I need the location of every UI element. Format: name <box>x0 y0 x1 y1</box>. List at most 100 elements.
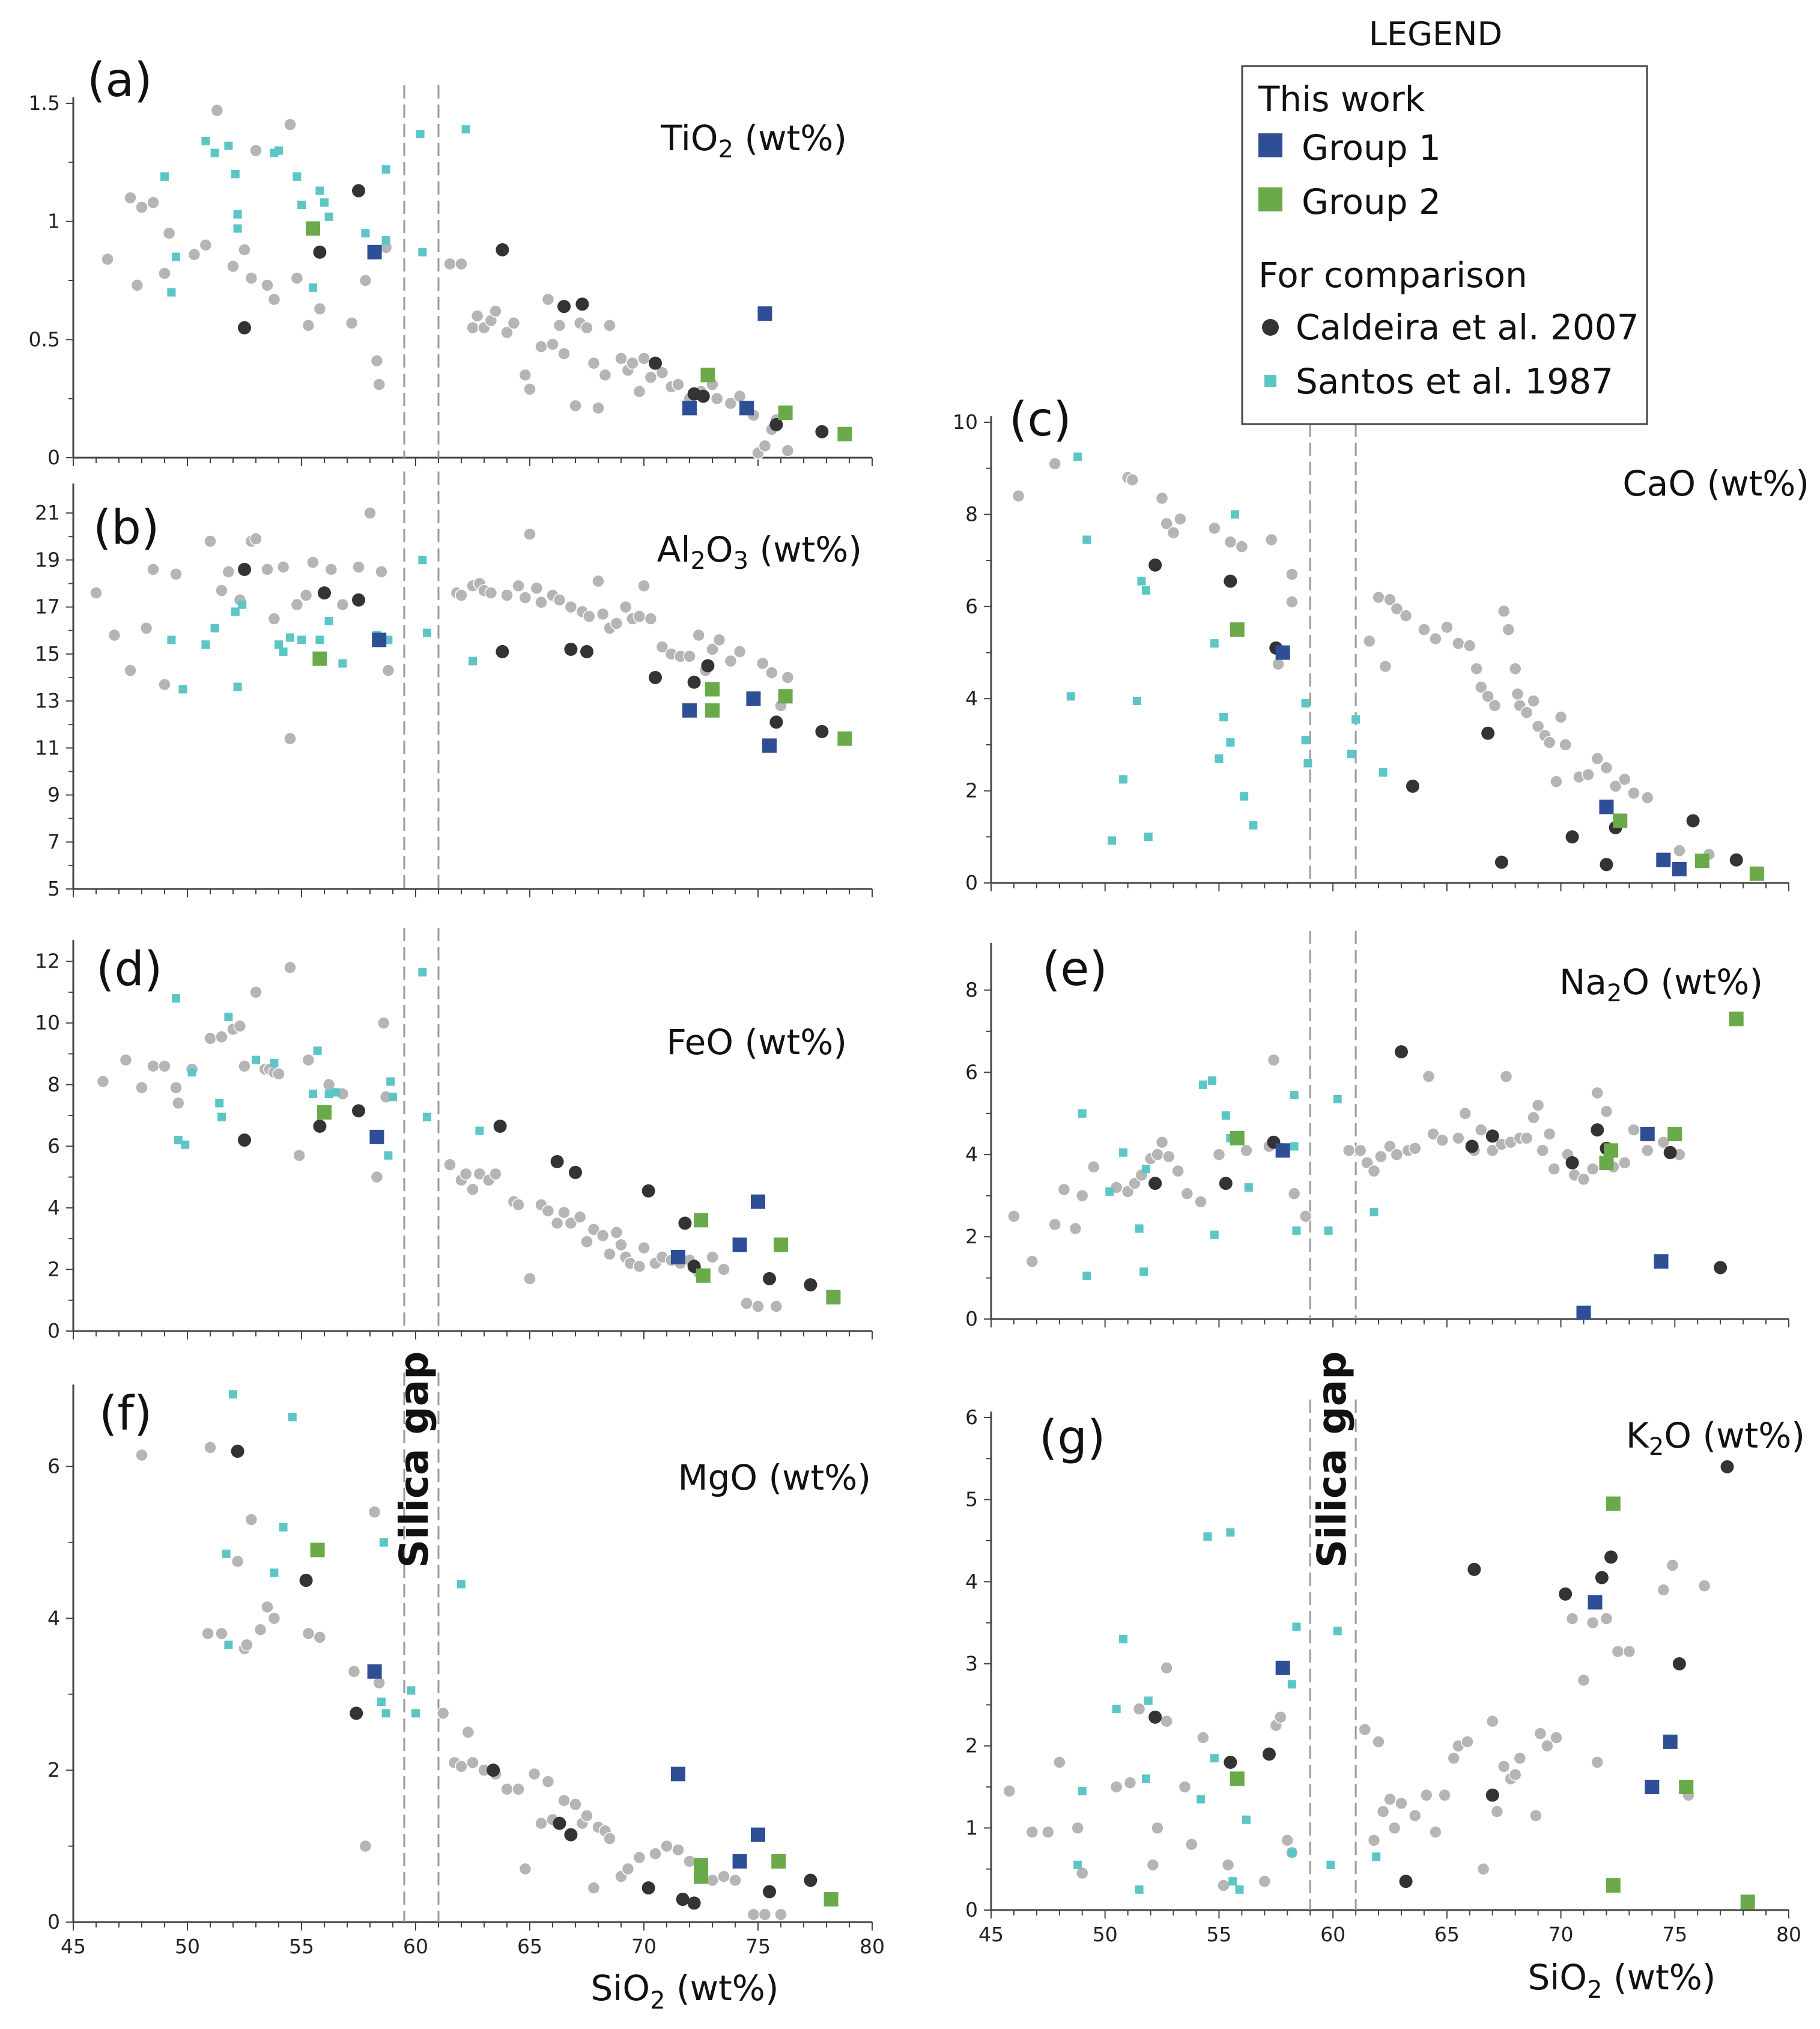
data-point <box>347 1665 361 1678</box>
data-point <box>1565 1612 1579 1625</box>
data-point <box>233 224 242 233</box>
data-point <box>253 1623 267 1636</box>
data-point <box>1166 526 1180 539</box>
data-point <box>1470 662 1483 676</box>
data-point <box>407 1686 416 1695</box>
data-point <box>1285 568 1299 581</box>
data-point <box>270 1568 279 1577</box>
variable-title-tail: O <box>1622 962 1649 1002</box>
data-point <box>338 659 347 668</box>
panel-d: 0 2 4 6 8 10 12 (d) FeO (wt%) <box>35 928 873 1342</box>
data-point <box>1604 1550 1618 1564</box>
data-point <box>1228 1877 1237 1886</box>
data-point <box>769 715 783 729</box>
data-point <box>746 691 761 706</box>
data-point <box>671 1767 685 1782</box>
data-point <box>1395 1797 1408 1810</box>
data-point <box>369 1129 384 1144</box>
variable-title-main: FeO <box>666 1022 733 1063</box>
x-tick-label: 70 <box>1549 1923 1574 1946</box>
data-point <box>1536 1144 1549 1157</box>
data-point <box>1485 1788 1499 1802</box>
data-point <box>1497 604 1511 618</box>
legend-caldeira-label: Caldeira et al. 2007 <box>1296 307 1639 348</box>
data-point <box>1374 1150 1388 1163</box>
variable-title: CaO (wt%) <box>1622 463 1809 504</box>
y-tick-label: 2 <box>965 779 978 802</box>
data-point <box>167 635 176 644</box>
data-point <box>804 1873 817 1887</box>
data-point <box>1436 1133 1449 1147</box>
data-point <box>512 1783 525 1796</box>
data-point <box>459 1167 473 1181</box>
data-point <box>1531 1099 1545 1112</box>
data-point <box>231 1554 244 1568</box>
data-point <box>1258 1875 1272 1888</box>
variable-title-unit: (wt%) <box>1691 1415 1805 1456</box>
data-point <box>1554 711 1568 724</box>
data-point <box>1452 1132 1465 1145</box>
x-tick-label: 70 <box>631 1935 657 1958</box>
data-point <box>1729 853 1743 867</box>
data-point <box>1069 1222 1082 1236</box>
data-point <box>261 279 274 292</box>
data-point <box>1078 1109 1087 1118</box>
legend-box <box>1241 65 1648 425</box>
data-point <box>603 318 616 332</box>
legend-group2-label: Group 2 <box>1302 181 1441 222</box>
data-point <box>692 628 705 642</box>
data-point <box>279 647 288 656</box>
y-tick-label: 0 <box>47 1910 60 1933</box>
data-point <box>318 586 331 600</box>
data-point <box>352 560 365 574</box>
data-point <box>1440 620 1454 634</box>
data-point <box>286 633 294 642</box>
data-point <box>1003 1785 1016 1798</box>
data-point <box>416 130 425 139</box>
data-point <box>1520 706 1533 719</box>
data-point <box>1326 1860 1335 1869</box>
variable-title: Na2O (wt%) <box>1559 962 1763 1007</box>
data-point <box>1533 1727 1547 1740</box>
data-point <box>642 1184 655 1198</box>
data-point <box>1383 593 1397 607</box>
data-point <box>233 210 242 219</box>
data-point <box>765 666 778 679</box>
data-point <box>1600 1105 1613 1118</box>
data-point <box>632 610 646 623</box>
data-point <box>1262 1747 1276 1761</box>
data-point <box>181 1140 190 1149</box>
data-point <box>313 245 327 259</box>
data-point <box>518 591 532 604</box>
series-group-2 <box>317 1105 841 1305</box>
data-point <box>642 1881 655 1895</box>
variable-title-unit: (wt%) <box>733 1022 847 1063</box>
data-point <box>1249 821 1258 830</box>
data-point <box>226 259 240 273</box>
data-point <box>1399 1875 1413 1888</box>
data-point <box>762 738 777 753</box>
data-point <box>1467 1562 1481 1576</box>
data-point <box>1511 687 1524 701</box>
data-point <box>655 640 669 654</box>
data-point <box>535 340 548 353</box>
data-point <box>1123 1776 1137 1789</box>
data-point <box>204 1441 217 1454</box>
data-point <box>621 1862 635 1876</box>
data-point <box>484 586 498 599</box>
data-point <box>361 229 370 238</box>
data-point <box>267 1612 281 1625</box>
data-point <box>1292 1622 1301 1631</box>
data-point <box>751 1827 765 1842</box>
data-point <box>1419 1788 1433 1802</box>
data-point <box>1171 1164 1185 1178</box>
data-point <box>1550 1731 1563 1744</box>
silica-gap-label-right: Silica gap <box>1309 1351 1355 1568</box>
panel-label: (b) <box>93 501 159 555</box>
data-point <box>1408 1142 1422 1155</box>
data-point <box>769 1300 783 1313</box>
data-point <box>1073 1860 1082 1869</box>
data-point <box>557 300 571 314</box>
data-point <box>769 417 783 431</box>
data-point <box>261 563 274 576</box>
